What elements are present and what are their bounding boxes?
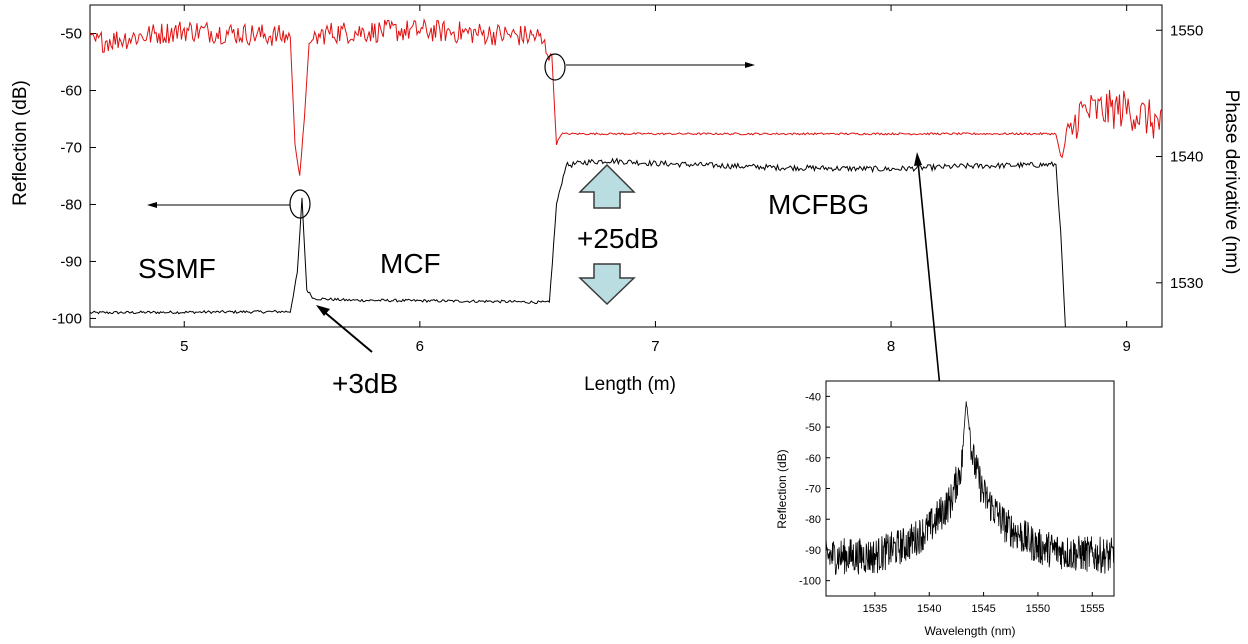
red-trace-marker-circle [544, 53, 566, 81]
inset-x-tick-label: 1550 [1026, 603, 1050, 615]
inset-x-tick-label: 1555 [1080, 603, 1104, 615]
down-block-arrow [578, 263, 636, 306]
red-phase-derivative-series-line [89, 17, 1163, 176]
mcf-label: MCF [380, 248, 441, 279]
mcfbg-label: MCFBG [768, 189, 869, 220]
inset-x-axis-label: Wavelength (nm) [925, 624, 1016, 638]
inset-y-tick-label: -70 [805, 484, 821, 496]
main-y2-tick-label: 1550 [1170, 22, 1203, 39]
main-y-tick-label: -70 [60, 139, 82, 156]
plus3db-pointer-arrowhead [316, 305, 330, 316]
inset-x-tick-label: 1540 [917, 603, 941, 615]
main-y-tick-label: -50 [60, 25, 82, 42]
red-trace-axis-arrowhead [745, 62, 755, 68]
inset-x-tick-label: 1535 [863, 603, 887, 615]
main-plot-frame [89, 4, 1163, 328]
inset-y-tick-label: -100 [799, 576, 821, 588]
main-y-tick-label: -100 [52, 310, 82, 327]
plus3db-label: +3dB [332, 368, 398, 399]
inset-axis-ticks: 1535 1540 1545 1550 1555 -40 -50 -60 -70 -80 -90 -1… [799, 391, 1105, 615]
main-x-tick-label: 7 [651, 338, 659, 355]
main-y-tick-label: -60 [60, 82, 82, 99]
inset-y-tick-label: -80 [805, 514, 821, 526]
main-y-axis-label: Reflection (dB) [10, 80, 31, 206]
inset-y-tick-label: -50 [805, 422, 821, 434]
main-x-tick-label: 9 [1122, 338, 1130, 355]
black-trace-marker-circle [289, 189, 311, 219]
main-y2-axis-label: Phase derivative (nm) [1221, 90, 1242, 275]
inset-y-axis-label: Reflection (dB) [775, 449, 789, 528]
ssmf-label: SSMF [138, 253, 216, 284]
main-y-tick-label: -90 [60, 253, 82, 270]
inset-x-tick-label: 1545 [971, 603, 995, 615]
main-x-tick-label: 8 [887, 338, 895, 355]
plus25db-label: +25dB [577, 223, 659, 254]
main-y2-tick-label: 1530 [1170, 275, 1203, 292]
inset-pointer-arrow [917, 161, 943, 409]
inset-pointer-arrowhead [914, 152, 922, 166]
up-block-arrow [578, 163, 636, 209]
inset-y-tick-label: -90 [805, 545, 821, 557]
main-y-tick-label: -80 [60, 196, 82, 213]
main-x-axis-label: Length (m) [584, 374, 676, 395]
main-x-tick-label: 5 [180, 338, 188, 355]
main-plot-series [89, 17, 1163, 328]
inset-y-tick-label: -40 [805, 391, 821, 403]
inset-plot-series [825, 401, 1115, 576]
main-axis-ticks: 5 6 7 8 9 -50 -60 -70 -80 -90 -100 1550 1540 1530 [52, 5, 1203, 355]
main-x-tick-label: 6 [416, 338, 424, 355]
black-reflection-series-line [89, 157, 1066, 328]
inset-y-tick-label: -60 [805, 453, 821, 465]
black-trace-axis-arrowhead [147, 202, 157, 208]
main-y2-tick-label: 1540 [1170, 149, 1203, 166]
inset-spectrum-series-line [825, 401, 1115, 576]
plus3db-pointer-arrow [321, 309, 373, 353]
